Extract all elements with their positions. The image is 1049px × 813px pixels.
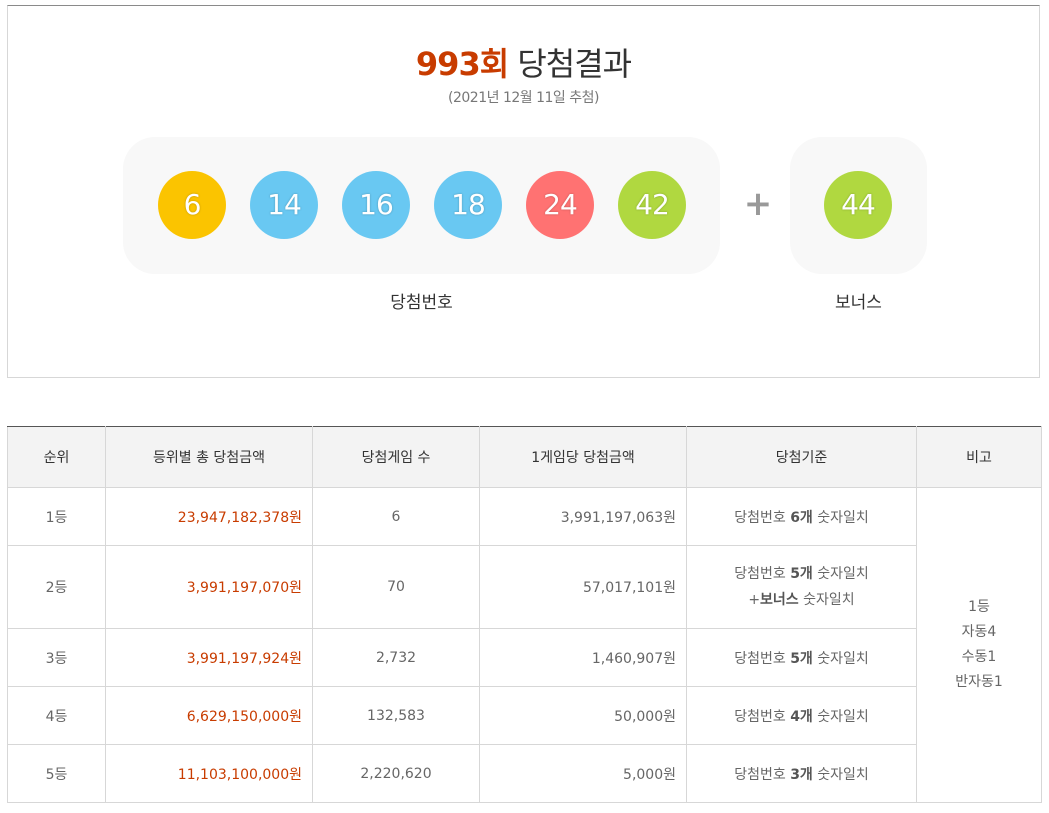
prize-table: 순위 등위별 총 당첨금액 당첨게임 수 1게임당 당첨금액 당첨기준 비고 1… [7, 426, 1042, 803]
winning-games-cell: 6 [312, 487, 480, 546]
table-row: 4등 6,629,150,000원 132,583 50,000원 당첨번호 4… [7, 686, 1042, 745]
table-row: 1등 23,947,182,378원 6 3,991,197,063원 당첨번호… [7, 487, 1042, 803]
criteria-cell: 당첨번호 4개 숫자일치 [686, 686, 917, 745]
bonus-ball: 44 [824, 171, 892, 239]
winning-ball-1: 6 [158, 171, 226, 239]
header-criteria: 당첨기준 [686, 426, 917, 488]
total-prize-cell: 3,991,197,070원 [105, 545, 313, 629]
rank-cell: 3등 [7, 628, 106, 687]
criteria-cell: 당첨번호 6개 숫자일치 [686, 487, 917, 546]
header-winning-games: 당첨게임 수 [312, 426, 480, 488]
total-prize-cell: 3,991,197,924원 [105, 628, 313, 687]
criteria-cell: 당첨번호 5개 숫자일치 +보너스 숫자일치 [686, 545, 917, 629]
header-total-prize: 등위별 총 당첨금액 [105, 426, 313, 488]
round-number: 993회 [415, 45, 509, 83]
prize-per-game-cell: 1,460,907원 [479, 628, 687, 687]
prize-per-game-cell: 57,017,101원 [479, 545, 687, 629]
winning-ball-6: 42 [618, 171, 686, 239]
winning-ball-4: 18 [434, 171, 502, 239]
winning-games-cell: 70 [312, 545, 480, 629]
winning-games-cell: 2,732 [312, 628, 480, 687]
criteria-cell: 당첨번호 3개 숫자일치 [686, 744, 917, 803]
table-row: 5등 11,103,100,000원 2,220,620 5,000원 당첨번호… [7, 744, 1042, 803]
rank-cell: 2등 [7, 545, 106, 629]
total-prize-cell: 11,103,100,000원 [105, 744, 313, 803]
result-box: 993회 당첨결과 (2021년 12월 11일 추첨) 6 14 16 18 … [7, 5, 1040, 378]
winning-numbers-panel: 6 14 16 18 24 42 [123, 137, 720, 274]
winning-ball-2: 14 [250, 171, 318, 239]
winning-ball-5: 24 [526, 171, 594, 239]
rank-cell: 1등 [7, 487, 106, 546]
table-row: 2등 3,991,197,070원 70 57,017,101원 당첨번호 5개… [7, 545, 1042, 629]
winning-numbers-label: 당첨번호 [390, 293, 453, 313]
page-title: 993회 당첨결과 [8, 39, 1039, 85]
note-line: 자동4 [961, 624, 997, 640]
rank-cell: 4등 [7, 686, 106, 745]
header-rank: 순위 [7, 426, 106, 488]
prize-per-game-cell: 5,000원 [479, 744, 687, 803]
note-line: 반자동1 [955, 674, 1003, 690]
total-prize-cell: 6,629,150,000원 [105, 686, 313, 745]
winning-ball-3: 16 [342, 171, 410, 239]
bonus-number-panel: 44 [790, 137, 927, 274]
note-line: 수동1 [961, 649, 997, 665]
criteria-cell: 당첨번호 5개 숫자일치 [686, 628, 917, 687]
prize-per-game-cell: 50,000원 [479, 686, 687, 745]
winning-games-cell: 2,220,620 [312, 744, 480, 803]
plus-icon: + [743, 184, 773, 224]
table-row: 3등 3,991,197,924원 2,732 1,460,907원 당첨번호 … [7, 628, 1042, 687]
winning-games-cell: 132,583 [312, 686, 480, 745]
header-prize-per-game: 1게임당 당첨금액 [479, 426, 687, 488]
rank-cell: 5등 [7, 744, 106, 803]
note-line: 1등 [968, 599, 990, 615]
table-header-row: 순위 등위별 총 당첨금액 당첨게임 수 1게임당 당첨금액 당첨기준 비고 [7, 426, 1042, 488]
prize-per-game-cell: 3,991,197,063원 [479, 487, 687, 546]
header-note: 비고 [916, 426, 1042, 488]
total-prize-cell: 23,947,182,378원 [105, 487, 313, 546]
title-suffix: 당첨결과 [517, 45, 632, 83]
bonus-label: 보너스 [835, 293, 882, 313]
note-cell: 1등 자동4 수동1 반자동1 [916, 487, 1042, 803]
draw-date: (2021년 12월 11일 추첨) [448, 90, 599, 106]
